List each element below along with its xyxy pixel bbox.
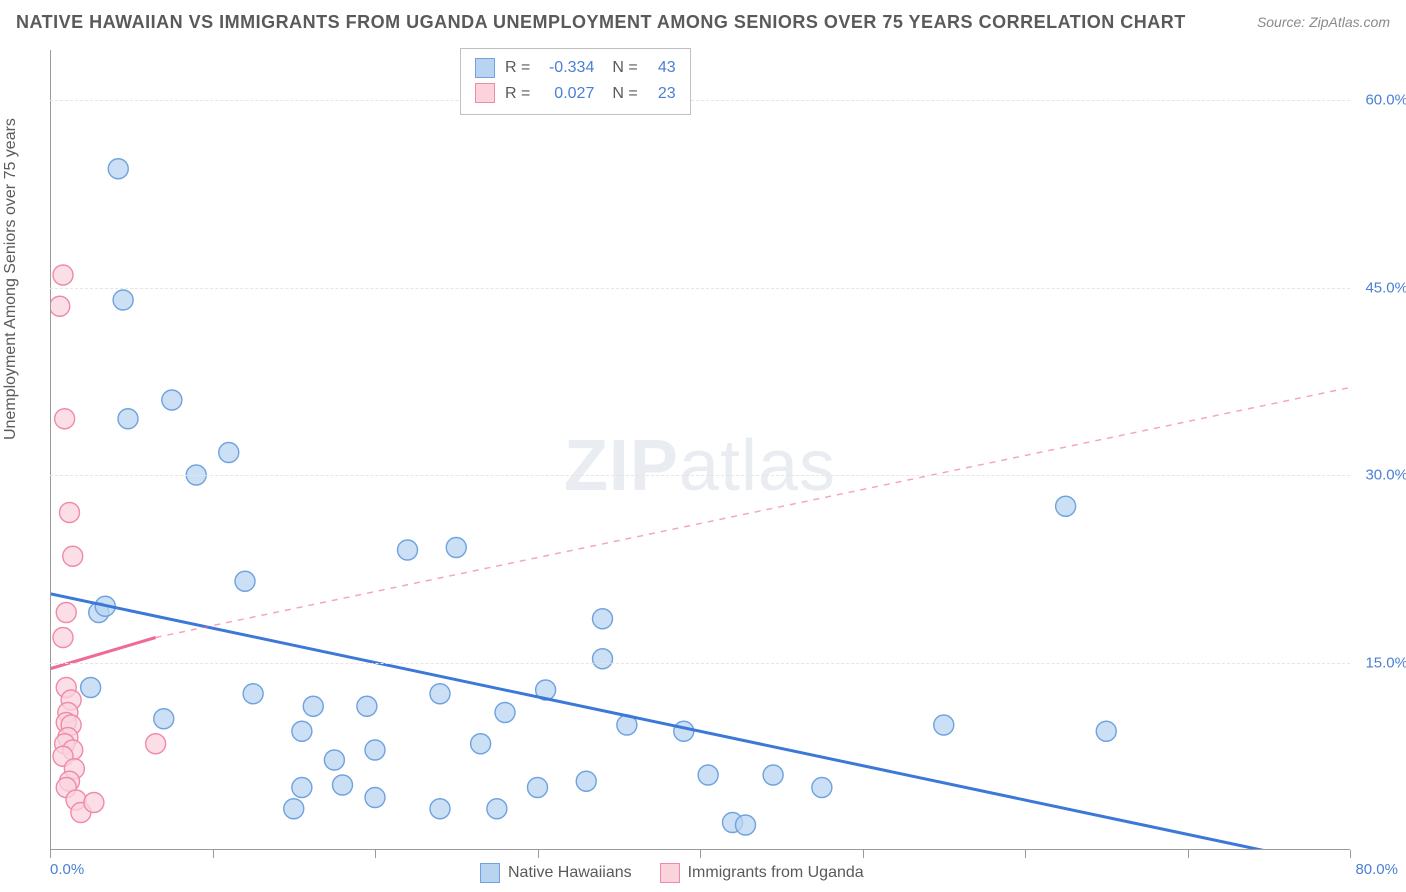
scatter-svg [50, 50, 1350, 850]
x-tick [1025, 850, 1026, 858]
scatter-point [934, 715, 954, 735]
y-tick-label: 45.0% [1365, 279, 1406, 296]
legend-label-a: Native Hawaiians [508, 864, 632, 882]
scatter-point [736, 815, 756, 835]
y-tick-label: 30.0% [1365, 467, 1406, 484]
scatter-point [576, 771, 596, 791]
stat-r-label-b: R = [505, 81, 530, 107]
scatter-point [763, 765, 783, 785]
scatter-point [495, 703, 515, 723]
scatter-point [333, 775, 353, 795]
scatter-point [292, 721, 312, 741]
stat-r-value-b: 0.027 [540, 81, 594, 107]
stat-r-label-a: R = [505, 55, 530, 81]
scatter-point [593, 609, 613, 629]
x-tick [538, 850, 539, 858]
scatter-point [219, 443, 239, 463]
scatter-point [63, 546, 83, 566]
x-tick [863, 850, 864, 858]
scatter-point [430, 799, 450, 819]
legend-swatch-b [660, 863, 680, 883]
scatter-point [487, 799, 507, 819]
scatter-point [365, 788, 385, 808]
scatter-point [430, 684, 450, 704]
scatter-point [324, 750, 344, 770]
grid-line [50, 288, 1350, 289]
legend-swatch-a [480, 863, 500, 883]
x-axis-max-label: 80.0% [1355, 861, 1398, 878]
legend-item-a: Native Hawaiians [480, 863, 632, 883]
scatter-point [146, 734, 166, 754]
scatter-point [528, 778, 548, 798]
scatter-point [84, 793, 104, 813]
swatch-b [475, 83, 495, 103]
scatter-point [357, 696, 377, 716]
scatter-point [118, 409, 138, 429]
stat-n-value-a: 43 [648, 55, 676, 81]
scatter-point [53, 628, 73, 648]
grid-line [50, 663, 1350, 664]
scatter-point [154, 709, 174, 729]
stat-n-label-b: N = [612, 81, 637, 107]
scatter-point [162, 390, 182, 410]
scatter-point [1096, 721, 1116, 741]
y-axis-label: Unemployment Among Seniors over 75 years [2, 118, 20, 440]
scatter-point [81, 678, 101, 698]
x-tick [1350, 850, 1351, 858]
legend-item-b: Immigrants from Uganda [660, 863, 864, 883]
legend-label-b: Immigrants from Uganda [688, 864, 864, 882]
scatter-point [292, 778, 312, 798]
trend-line-a [50, 594, 1350, 850]
stats-legend-box: R = -0.334 N = 43 R = 0.027 N = 23 [460, 48, 691, 115]
x-tick [1188, 850, 1189, 858]
y-axis-line [50, 50, 51, 850]
scatter-point [446, 538, 466, 558]
x-tick [375, 850, 376, 858]
scatter-point [55, 409, 75, 429]
scatter-point [235, 571, 255, 591]
y-tick-label: 60.0% [1365, 92, 1406, 109]
legend-bottom: Native Hawaiians Immigrants from Uganda [480, 863, 864, 883]
stats-row-b: R = 0.027 N = 23 [475, 81, 676, 107]
scatter-point [471, 734, 491, 754]
source-attribution: Source: ZipAtlas.com [1257, 14, 1390, 30]
y-tick-label: 15.0% [1365, 654, 1406, 671]
stat-r-value-a: -0.334 [540, 55, 594, 81]
x-tick [213, 850, 214, 858]
x-tick [50, 850, 51, 858]
x-tick [700, 850, 701, 858]
scatter-point [674, 721, 694, 741]
scatter-point [60, 503, 80, 523]
scatter-point [113, 290, 133, 310]
scatter-point [56, 603, 76, 623]
trend-line-b-dash [156, 388, 1350, 638]
chart-title: NATIVE HAWAIIAN VS IMMIGRANTS FROM UGAND… [16, 12, 1186, 33]
scatter-point [398, 540, 418, 560]
scatter-point [284, 799, 304, 819]
scatter-point [365, 740, 385, 760]
grid-line [50, 100, 1350, 101]
plot-area: ZIPatlas 15.0%30.0%45.0%60.0% 0.0% 80.0%… [50, 50, 1350, 850]
scatter-point [53, 265, 73, 285]
scatter-point [812, 778, 832, 798]
x-axis-min-label: 0.0% [50, 861, 84, 878]
scatter-point [303, 696, 323, 716]
scatter-point [108, 159, 128, 179]
stats-row-a: R = -0.334 N = 43 [475, 55, 676, 81]
swatch-a [475, 58, 495, 78]
scatter-point [1056, 496, 1076, 516]
chart-area: ZIPatlas 15.0%30.0%45.0%60.0% 0.0% 80.0%… [50, 50, 1350, 850]
stat-n-value-b: 23 [648, 81, 676, 107]
scatter-point [698, 765, 718, 785]
scatter-point [50, 296, 70, 316]
scatter-point [593, 649, 613, 669]
scatter-point [243, 684, 263, 704]
grid-line [50, 475, 1350, 476]
stat-n-label-a: N = [612, 55, 637, 81]
